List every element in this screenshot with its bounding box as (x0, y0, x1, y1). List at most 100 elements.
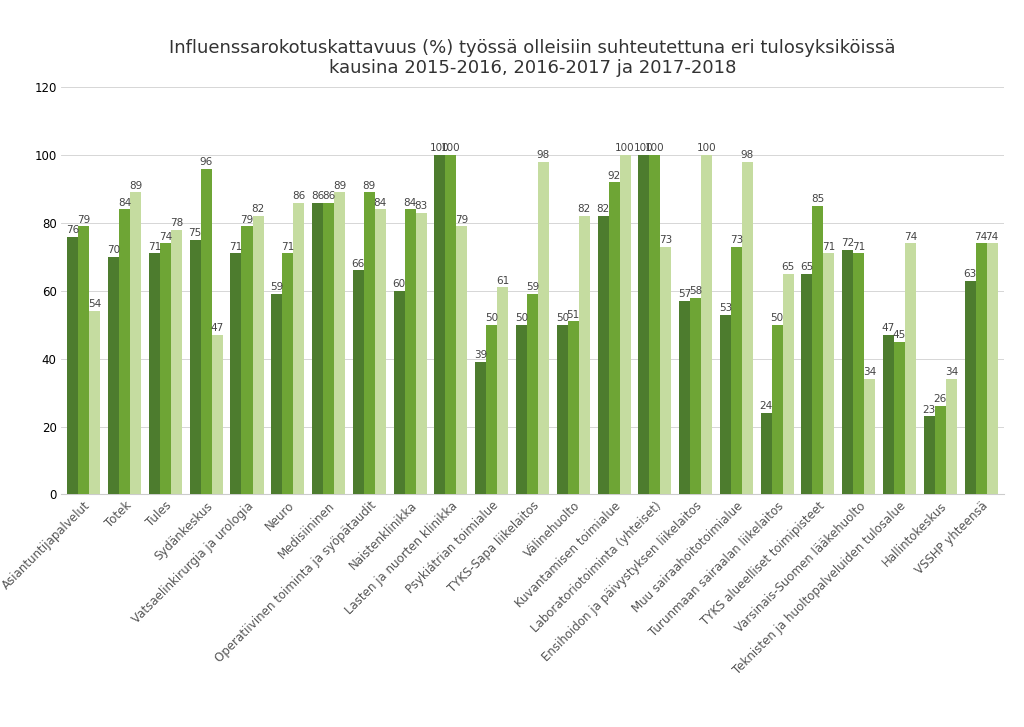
Bar (130, 193, 141, 494)
Text: 59: 59 (270, 283, 284, 292)
Bar (761, 413, 772, 494)
Text: 39: 39 (474, 350, 487, 361)
Bar (68, 236, 79, 494)
Bar (201, 169, 212, 494)
Text: 100: 100 (441, 143, 461, 153)
Bar (119, 209, 130, 494)
Text: 78: 78 (170, 218, 183, 228)
Bar (457, 226, 467, 494)
Text: 74: 74 (159, 232, 172, 241)
Bar (567, 321, 579, 494)
Title: Influenssarokotuskattavuus (%) työssä olleisiin suhteutettuna eri tulosyksiköiss: Influenssarokotuskattavuus (%) työssä ol… (169, 39, 896, 77)
Bar (353, 270, 364, 494)
Bar (842, 250, 853, 494)
Bar (89, 311, 100, 494)
Bar (853, 254, 864, 494)
Text: 50: 50 (485, 313, 499, 323)
Bar (434, 155, 445, 494)
Bar (946, 379, 956, 494)
Text: 74: 74 (985, 232, 998, 241)
Bar (620, 155, 631, 494)
Text: 47: 47 (211, 324, 224, 333)
Text: 82: 82 (251, 204, 264, 214)
Text: 61: 61 (496, 276, 509, 286)
Bar (823, 254, 835, 494)
Bar (323, 203, 334, 494)
Bar (283, 254, 293, 494)
Text: 100: 100 (430, 143, 450, 153)
Bar (802, 274, 812, 494)
Text: 86: 86 (311, 191, 325, 201)
Text: 71: 71 (282, 242, 295, 252)
Text: 59: 59 (526, 283, 539, 292)
Text: 83: 83 (415, 201, 428, 211)
Text: 100: 100 (645, 143, 665, 153)
Text: 82: 82 (596, 204, 609, 214)
Bar (375, 209, 386, 494)
Text: 73: 73 (659, 235, 673, 245)
Text: 100: 100 (615, 143, 635, 153)
Text: 76: 76 (67, 225, 80, 235)
Bar (864, 379, 876, 494)
Bar (742, 162, 753, 494)
Text: 79: 79 (77, 214, 90, 225)
Bar (230, 254, 242, 494)
Text: 51: 51 (566, 310, 580, 320)
Text: 86: 86 (292, 191, 305, 201)
Bar (189, 240, 201, 494)
Text: 96: 96 (200, 157, 213, 167)
Bar (883, 335, 894, 494)
Text: 84: 84 (118, 198, 131, 208)
Bar (486, 325, 498, 494)
Bar (649, 155, 660, 494)
Bar (782, 274, 794, 494)
Text: 63: 63 (964, 269, 977, 279)
Text: 50: 50 (556, 313, 568, 323)
Text: 50: 50 (515, 313, 528, 323)
Text: 66: 66 (351, 259, 365, 269)
Bar (935, 406, 946, 494)
Text: 65: 65 (801, 262, 814, 272)
Bar (212, 335, 223, 494)
Text: 92: 92 (607, 171, 621, 180)
Bar (720, 315, 731, 494)
Text: 98: 98 (537, 150, 550, 160)
Bar (812, 206, 823, 494)
Bar (638, 155, 649, 494)
Bar (364, 193, 375, 494)
Text: 89: 89 (362, 181, 376, 190)
Text: 47: 47 (882, 324, 895, 333)
Bar (242, 226, 253, 494)
Bar (690, 297, 701, 494)
Text: 100: 100 (634, 143, 653, 153)
Bar (660, 246, 672, 494)
Bar (475, 362, 486, 494)
Text: 57: 57 (678, 289, 691, 300)
Bar (557, 325, 567, 494)
Bar (445, 155, 457, 494)
Text: 53: 53 (719, 303, 732, 313)
Bar (404, 209, 416, 494)
Bar (772, 325, 782, 494)
Text: 89: 89 (129, 181, 142, 190)
Bar (976, 244, 986, 494)
Text: 98: 98 (740, 150, 754, 160)
Text: 60: 60 (392, 279, 406, 289)
Bar (393, 291, 404, 494)
Bar (731, 246, 742, 494)
Text: 74: 74 (975, 232, 988, 241)
Text: 73: 73 (730, 235, 743, 245)
Bar (527, 294, 538, 494)
Text: 45: 45 (893, 330, 906, 340)
Bar (171, 230, 182, 494)
Bar (271, 294, 283, 494)
Text: 70: 70 (108, 245, 120, 255)
Text: 72: 72 (841, 238, 854, 249)
Bar (516, 325, 527, 494)
Text: 89: 89 (333, 181, 346, 190)
Text: 65: 65 (781, 262, 795, 272)
Text: 71: 71 (822, 242, 836, 252)
Text: 71: 71 (229, 242, 243, 252)
Text: 86: 86 (322, 191, 335, 201)
Bar (498, 287, 508, 494)
